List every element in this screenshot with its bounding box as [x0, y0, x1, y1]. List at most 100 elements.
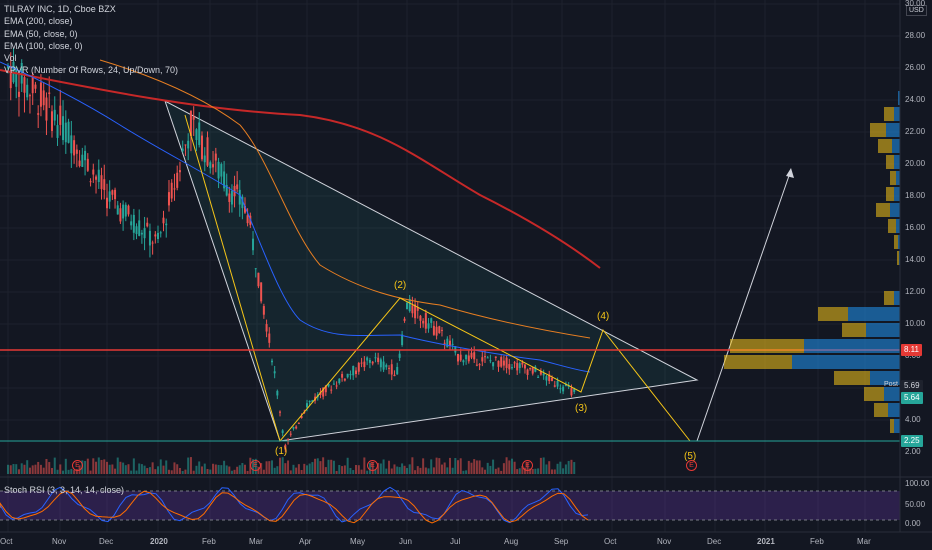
stoch-tick-label: 100.00: [905, 479, 930, 488]
stoch-rsi-legend[interactable]: Stoch RSI (3, 3, 14, 14, close): [4, 485, 125, 495]
volume-bar: [28, 467, 31, 474]
candle-body: [159, 232, 162, 234]
legend-ema100[interactable]: EMA (100, close, 0): [4, 40, 83, 51]
candle-body: [130, 221, 133, 226]
candle-body: [322, 387, 325, 397]
volume-bar: [443, 462, 446, 474]
time-tick-label: Sep: [554, 537, 569, 546]
volume-bar: [531, 468, 534, 474]
volume-bar: [284, 463, 287, 474]
volume-bar: [26, 460, 29, 474]
candle-body: [132, 214, 135, 233]
candle-body: [127, 205, 130, 215]
time-tick-label: Mar: [249, 537, 263, 546]
volume-bar: [173, 462, 176, 474]
legend-vol[interactable]: Vol: [4, 53, 17, 64]
candle-body: [15, 68, 18, 87]
vpvr-bar-down: [888, 219, 896, 233]
volume-bar: [292, 464, 295, 474]
volume-bar: [189, 457, 192, 474]
volume-bar: [214, 464, 217, 474]
price-tick-label: 4.00: [905, 415, 921, 424]
candle-body: [523, 364, 526, 369]
earnings-marker[interactable]: E: [686, 460, 697, 471]
volume-bar: [314, 458, 317, 474]
candle-body: [526, 369, 529, 375]
volume-bar: [157, 466, 159, 474]
candle-body: [556, 380, 559, 387]
volume-bar: [243, 464, 246, 474]
earnings-marker[interactable]: E: [250, 460, 261, 471]
volume-bar: [422, 458, 425, 474]
volume-bar: [209, 469, 212, 474]
vpvr-bar-up: [898, 91, 900, 105]
legend-ema200[interactable]: EMA (200, close): [4, 16, 73, 27]
volume-bar: [303, 463, 306, 474]
earnings-marker[interactable]: E: [367, 460, 378, 471]
candle-body: [292, 427, 295, 429]
candle-body: [89, 181, 92, 183]
candle-body: [570, 388, 573, 396]
candle-body: [268, 333, 271, 343]
candle-body: [9, 70, 12, 89]
candle-body: [260, 282, 263, 302]
candle-body: [371, 361, 374, 364]
vpvr-bar-down: [818, 307, 848, 321]
volume-bar: [440, 464, 443, 474]
volume-bar: [513, 461, 516, 474]
currency-label[interactable]: USD: [906, 5, 927, 16]
legend-ema50[interactable]: EMA (50, close, 0): [4, 28, 78, 39]
volume-bar: [103, 459, 106, 474]
earnings-marker[interactable]: E: [72, 460, 83, 471]
earnings-marker[interactable]: E: [522, 460, 533, 471]
candle-body: [192, 116, 195, 120]
volume-bar: [511, 458, 513, 474]
vpvr-bar-up: [892, 139, 900, 153]
time-tick-label: Jul: [450, 537, 461, 546]
wave-label-4: (4): [597, 311, 610, 322]
volume-bar: [184, 469, 187, 474]
candle-body: [462, 360, 465, 363]
time-tick-label: Oct: [0, 537, 13, 546]
candle-body: [335, 385, 338, 387]
volume-bar: [86, 458, 89, 474]
volume-bar: [260, 463, 263, 474]
candle-body: [154, 234, 157, 237]
candle-body: [357, 362, 360, 372]
candle-body: [518, 363, 521, 369]
candle-body: [273, 371, 276, 374]
volume-bar: [276, 466, 279, 474]
volume-bar: [548, 461, 551, 474]
candle-body: [50, 111, 53, 131]
vpvr-bar-up: [884, 387, 900, 401]
volume-bar: [459, 458, 462, 474]
candle-body: [198, 122, 201, 145]
candle-body: [170, 182, 173, 199]
vpvr-bar-up: [848, 307, 900, 321]
candle-body: [86, 158, 89, 171]
candle-body: [338, 378, 341, 384]
volume-bar: [573, 462, 576, 474]
candle-body: [195, 129, 198, 141]
volume-bar: [332, 460, 335, 474]
volume-bar: [20, 463, 23, 474]
vpvr-bar-up: [870, 371, 900, 385]
candle-body: [167, 192, 170, 206]
volume-bar: [398, 467, 401, 474]
symbol-title[interactable]: TILRAY INC, 1D, Cboe BZX: [4, 4, 116, 14]
candle-body: [553, 385, 556, 387]
candle-body: [500, 357, 503, 367]
candle-body: [411, 305, 414, 314]
candle-body: [45, 97, 48, 121]
volume-bar: [23, 464, 26, 474]
volume-bar: [92, 458, 95, 474]
vpvr-bar-up: [792, 355, 900, 369]
volume-bar: [159, 459, 162, 474]
volume-bar: [411, 457, 414, 474]
price-tick-label: 30.00: [905, 0, 926, 8]
candle-body: [494, 356, 497, 358]
time-tick-label: Dec: [99, 537, 114, 546]
legend-vpvr[interactable]: VPVR (Number Of Rows, 24, Up/Down, 70): [4, 65, 179, 76]
candle-body: [478, 364, 481, 366]
